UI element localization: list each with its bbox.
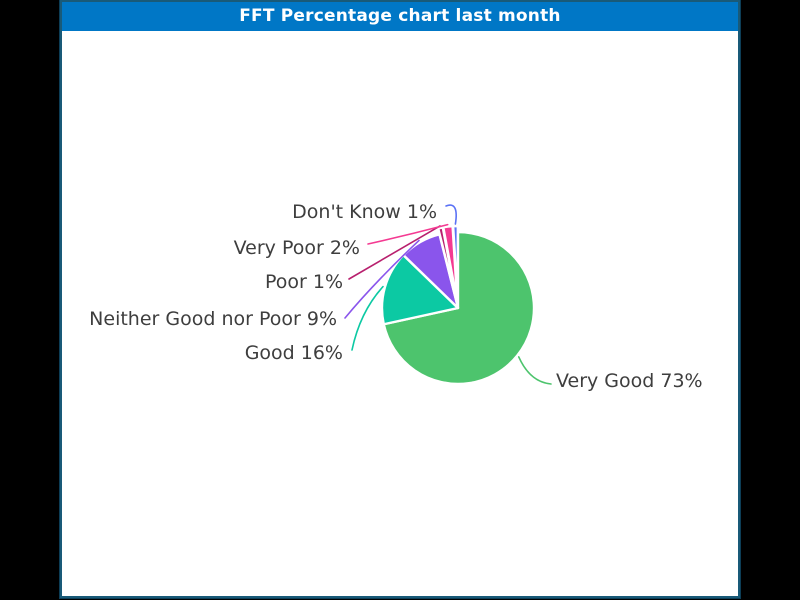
pie-label-very-good: Very Good 73% bbox=[556, 370, 703, 392]
pie-label-dont-know: Don't Know 1% bbox=[292, 201, 437, 223]
pie-label-good: Good 16% bbox=[244, 342, 343, 364]
pie-label-poor: Poor 1% bbox=[264, 271, 343, 293]
chart-title: FFT Percentage chart last month bbox=[239, 6, 561, 26]
pie-slice-dont-know[interactable] bbox=[451, 224, 460, 304]
chart-title-bar: FFT Percentage chart last month bbox=[62, 2, 738, 31]
pie-label-neither-good-nor-poor: Neither Good nor Poor 9% bbox=[89, 308, 337, 330]
pie-label-very-poor: Very Poor 2% bbox=[233, 237, 360, 259]
